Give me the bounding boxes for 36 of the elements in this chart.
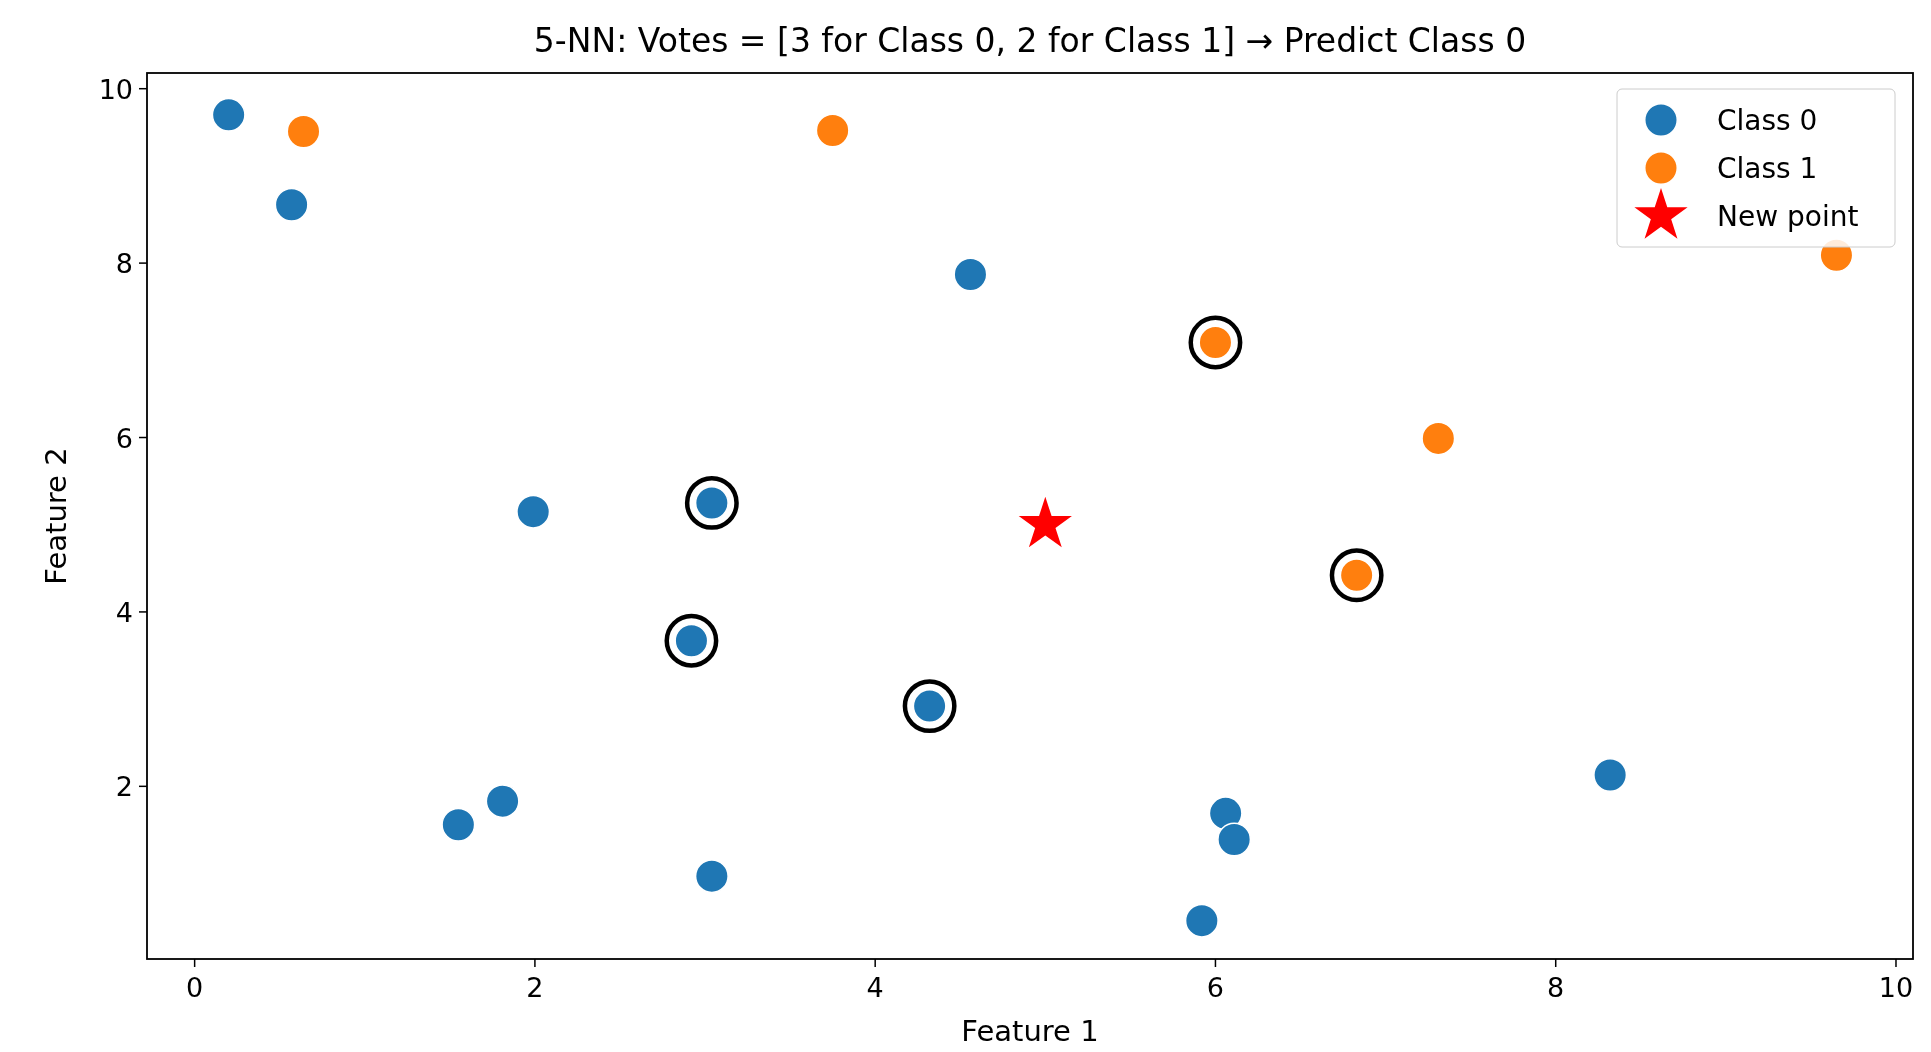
point [664, 613, 719, 668]
point [441, 807, 476, 842]
y-axis-title: Feature 2 [39, 447, 73, 585]
point [286, 114, 321, 149]
point [815, 113, 850, 148]
point [1208, 796, 1243, 831]
y-tick-label: 10 [98, 73, 133, 105]
x-tick-label: 2 [526, 972, 544, 1003]
point [485, 784, 520, 819]
y-tick-label: 6 [115, 422, 133, 454]
legend-label: New point [1717, 200, 1859, 233]
point [516, 494, 551, 529]
x-axis-title: Feature 1 [961, 1014, 1099, 1048]
point [274, 187, 309, 222]
point [694, 859, 729, 894]
y-tick-label: 8 [115, 248, 133, 280]
x-tick-label: 4 [866, 972, 884, 1003]
legend-label: Class 1 [1717, 152, 1818, 185]
point [1188, 315, 1243, 370]
point [684, 475, 739, 530]
x-tick-label: 8 [1547, 972, 1565, 1003]
legend-label: Class 0 [1717, 104, 1818, 137]
y-tick-label: 4 [115, 596, 133, 628]
point [1421, 421, 1456, 456]
point [953, 257, 988, 292]
x-tick-label: 0 [186, 972, 204, 1003]
x-tick-label: 10 [1878, 972, 1914, 1003]
x-tick-label: 6 [1206, 972, 1225, 1003]
chart-title: 5-NN: Votes = [3 for Class 0, 2 for Class 1] → Predict Class 0 [533, 21, 1527, 60]
point [1593, 758, 1628, 792]
point [1217, 822, 1252, 857]
point [211, 97, 246, 132]
y-tick-label: 2 [115, 771, 133, 803]
point [902, 679, 957, 734]
point [1184, 903, 1219, 938]
point [1329, 548, 1384, 603]
